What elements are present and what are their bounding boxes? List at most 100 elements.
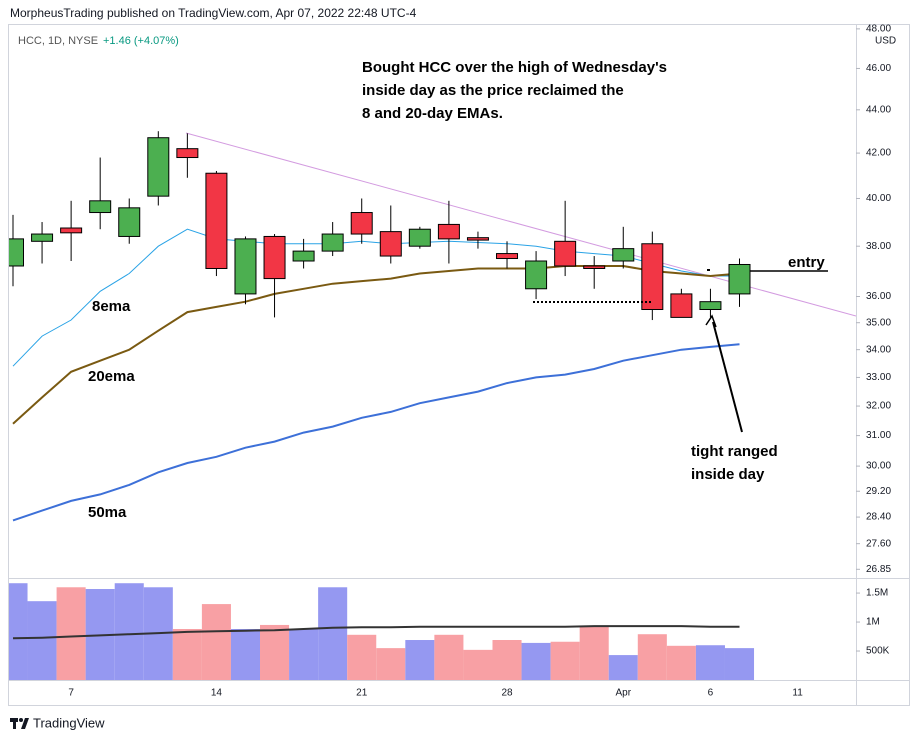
volume-bar	[9, 583, 28, 680]
moving-average	[12, 265, 740, 425]
y-tick-label: 40.00	[866, 193, 891, 204]
volume-bar	[579, 626, 609, 680]
legend-symbol: HCC, 1D, NYSE	[18, 35, 98, 47]
candle-body	[612, 248, 635, 262]
volume-bar	[27, 601, 57, 680]
candle-body	[350, 212, 373, 235]
volume-tick-label: 1.5M	[866, 588, 888, 599]
volume-bar	[56, 587, 86, 680]
candle-body	[263, 235, 286, 280]
volume-bar	[463, 649, 493, 680]
candle-body	[118, 207, 141, 237]
y-tick-label: 46.00	[866, 63, 891, 74]
x-tick-label: 11	[792, 688, 803, 699]
volume-bar	[260, 624, 290, 680]
y-tick-label: 44.00	[866, 104, 891, 115]
volume-pane	[9, 583, 755, 680]
x-tick-label: 28	[501, 688, 513, 699]
volume-bar	[114, 583, 144, 680]
volume-bar	[492, 640, 522, 680]
candle-body	[699, 301, 722, 311]
candle-body	[583, 265, 606, 269]
frame	[8, 24, 910, 706]
series-label: 50ma	[88, 504, 127, 521]
entry-label: entry	[788, 254, 825, 271]
x-tick-label: Apr	[615, 688, 631, 699]
footer: TradingView	[33, 715, 105, 730]
candle-body	[60, 227, 83, 234]
y-tick-label: 28.40	[866, 512, 891, 523]
header: MorpheusTrading published on TradingView…	[10, 6, 417, 20]
y-tick-label: 30.00	[866, 461, 891, 472]
x-tick-label: 21	[356, 688, 368, 699]
note-line: 8 and 20-day EMAs.	[362, 105, 503, 122]
candle-body	[176, 148, 199, 159]
y-tick-label: 31.00	[866, 430, 891, 441]
candle-body	[147, 137, 170, 197]
y-tick-label: 38.00	[866, 241, 891, 252]
inside-day-label: inside day	[691, 466, 765, 483]
candle-body	[321, 233, 344, 252]
volume-bar	[521, 642, 551, 680]
note-line: inside day as the price reclaimed the	[362, 82, 624, 99]
volume-bar	[230, 629, 261, 680]
volume-bar	[666, 645, 696, 680]
x-tick-label: 6	[708, 688, 714, 699]
moving-average	[12, 343, 740, 522]
note-line: Bought HCC over the high of Wednesday's	[362, 59, 667, 76]
volume-bar	[347, 634, 377, 680]
volume-bar	[405, 640, 435, 680]
candle-body	[641, 243, 664, 311]
volume-tick-label: 1M	[866, 617, 880, 628]
volume-bar	[695, 645, 725, 680]
y-tick-label: 33.00	[866, 372, 891, 383]
y-tick-label: 32.00	[866, 401, 891, 412]
x-tick-label: 7	[68, 688, 74, 699]
y-tick-label: 42.00	[866, 148, 891, 159]
candle-body	[9, 238, 24, 267]
candle-body	[408, 228, 431, 247]
candle-body	[496, 253, 519, 260]
candle-body	[89, 200, 112, 214]
volume-tick-label: 500K	[866, 646, 890, 657]
y-tick-label: 27.60	[866, 538, 891, 549]
volume-ma	[12, 625, 740, 640]
legend-change: +1.46 (+4.07%)	[103, 35, 179, 47]
series-label: 20ema	[88, 368, 135, 385]
candle-body	[437, 223, 460, 240]
series-label: 8ema	[92, 298, 131, 315]
y-tick-label: 29.20	[866, 486, 891, 497]
arrow-shaft	[712, 321, 743, 433]
volume-bar	[434, 634, 464, 680]
currency: USD	[875, 36, 896, 47]
volume-bar	[550, 641, 580, 680]
y-tick-label: 35.00	[866, 317, 891, 328]
y-tick-label: 48.00	[866, 24, 891, 35]
volume-bar	[724, 648, 755, 680]
volume-bar	[201, 604, 231, 680]
candle-body	[670, 293, 693, 318]
y-tick-label: 34.00	[866, 344, 891, 355]
candle-body	[205, 172, 228, 269]
volume-bar	[318, 587, 348, 680]
y-tick-label: 36.00	[866, 291, 891, 302]
candle-body	[525, 260, 548, 290]
candle-body	[31, 233, 54, 242]
candle-body	[234, 238, 257, 295]
arrow-head	[705, 314, 717, 328]
candle-body	[554, 240, 577, 267]
candle-body	[379, 231, 402, 257]
volume-bar	[172, 629, 202, 680]
x-tick-label: 14	[211, 688, 223, 699]
volume-bar	[289, 629, 319, 680]
candle-body	[466, 237, 489, 241]
volume-bar	[637, 634, 667, 680]
volume-bar	[608, 655, 638, 680]
y-tick-label: 26.85	[866, 564, 891, 575]
footer-logo	[10, 718, 29, 729]
candle-body	[292, 250, 315, 262]
volume-bar	[376, 648, 406, 680]
candle-body	[728, 263, 751, 295]
price-pane	[9, 131, 856, 522]
